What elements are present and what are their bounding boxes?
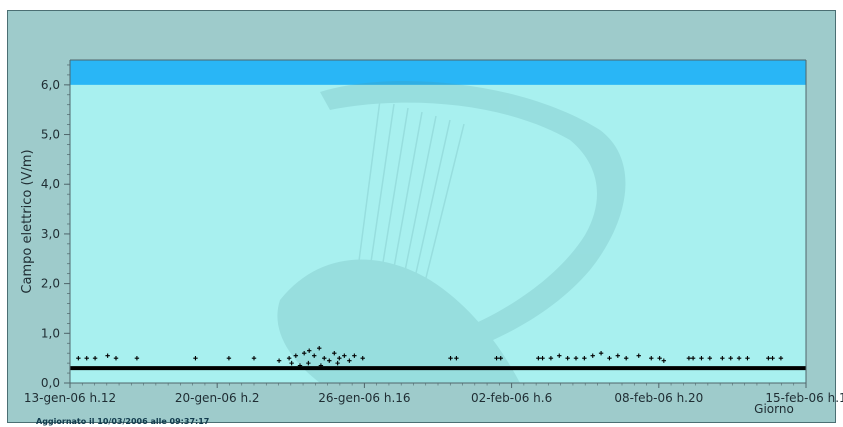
harp-string-line [421, 123, 465, 295]
data-point [565, 355, 570, 361]
data-point [286, 355, 292, 361]
data-point [134, 355, 140, 361]
y-tick-label: 5,0 [41, 128, 60, 142]
data-point [448, 355, 453, 361]
data-point [766, 355, 771, 361]
harp-base-shape [277, 259, 520, 383]
data-point [335, 360, 340, 366]
data-point [297, 363, 303, 368]
y-tick-label: 4,0 [41, 177, 60, 191]
y-axis-title: Campo elettrico (V/m) [20, 149, 35, 293]
data-point [598, 350, 604, 356]
data-point [699, 355, 704, 361]
harp-string-line [373, 107, 409, 319]
data-point [454, 355, 459, 361]
y-tick-label: 0,0 [41, 376, 60, 390]
data-point [347, 358, 352, 363]
data-point [661, 358, 667, 363]
data-point [251, 355, 257, 361]
y-tick-label: 3,0 [41, 227, 60, 241]
harp-string-line [385, 111, 423, 313]
data-point [548, 355, 554, 361]
x-axis-title: Giorno [754, 402, 794, 416]
x-tick-label: 20-gen-06 h.2 [175, 391, 260, 405]
x-tick-label: 13-gen-06 h.12 [24, 391, 116, 405]
data-point [536, 355, 541, 361]
data-point [720, 355, 725, 361]
data-point [736, 355, 742, 361]
data-point [312, 353, 317, 358]
data-point [494, 355, 499, 361]
data-point [707, 355, 713, 361]
x-tick-label: 26-gen-06 h.16 [318, 391, 410, 405]
harp-string-line [397, 115, 437, 307]
data-point [76, 355, 81, 361]
data-point [573, 355, 579, 361]
harp-string-line [349, 99, 381, 331]
data-point [770, 355, 775, 361]
data-point [778, 355, 784, 361]
data-point [337, 355, 342, 361]
data-point [540, 355, 545, 361]
data-point [649, 355, 654, 361]
last-updated-note: Aggiornato il 10/03/2006 alle 09:37:17 [36, 417, 210, 426]
x-tick-label: 15-feb-06 h.1 [765, 391, 843, 405]
data-point [317, 346, 322, 351]
data-point [113, 355, 119, 361]
data-point [332, 350, 337, 356]
harp-body-shape [320, 80, 626, 350]
data-point [92, 355, 98, 361]
data-point [623, 355, 629, 361]
data-point [607, 355, 612, 361]
data-point [360, 355, 365, 361]
x-tick-label: 08-feb-06 h.20 [614, 391, 703, 405]
data-point [342, 353, 347, 358]
data-point [557, 353, 562, 358]
data-point [657, 355, 662, 361]
data-point [352, 353, 357, 358]
data-point [293, 353, 299, 358]
data-point [322, 355, 327, 361]
data-point [318, 363, 324, 368]
data-point [590, 353, 595, 358]
data-point [193, 355, 198, 361]
data-point [690, 355, 696, 361]
harp-watermark-logo [277, 80, 626, 383]
harp-string-line [409, 119, 451, 301]
data-point [615, 353, 621, 358]
data-point [289, 360, 294, 366]
data-point [301, 350, 307, 356]
threshold-band [70, 60, 806, 85]
x-tick-label: 02-feb-06 h.6 [471, 391, 552, 405]
y-tick-label: 6,0 [41, 78, 60, 92]
data-point [226, 355, 232, 361]
data-point [327, 358, 332, 363]
data-point [582, 355, 587, 361]
harp-string-line [361, 103, 395, 325]
data-point [686, 355, 692, 361]
data-point [306, 360, 311, 366]
plot-area [70, 60, 806, 383]
data-point [728, 355, 733, 361]
data-point [84, 355, 89, 361]
y-tick-label: 1,0 [41, 326, 60, 340]
y-tick-label: 2,0 [41, 277, 60, 291]
data-point [498, 355, 503, 361]
data-point [745, 355, 750, 361]
data-point [276, 358, 282, 363]
data-point [636, 353, 641, 358]
data-point [105, 353, 110, 358]
data-point [307, 348, 312, 353]
